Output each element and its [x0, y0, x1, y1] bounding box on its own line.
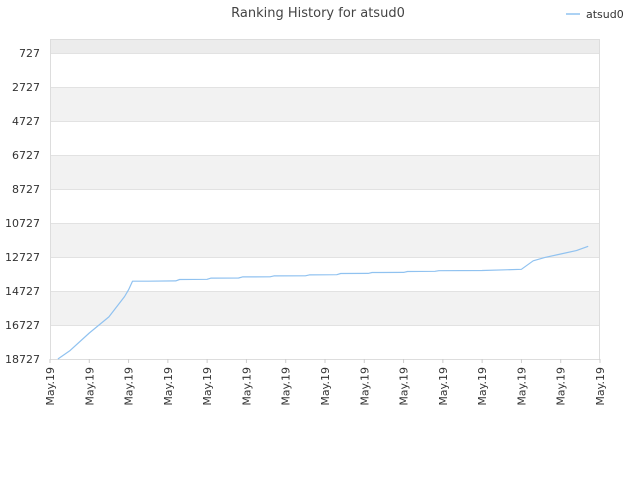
grid-band: [50, 291, 600, 325]
y-axis-ticks: 727 2727 4727 6727 8727 10727 12727 14727 16727 1…: [5, 47, 40, 366]
y-tick-label: 12727: [5, 251, 40, 264]
grid-bands: [50, 39, 600, 359]
series-layer: [57, 245, 589, 360]
x-tick-label: May.19: [83, 367, 96, 406]
legend-label: atsud0: [586, 8, 624, 21]
series-line-atsud0: [57, 245, 589, 360]
grid-band: [50, 257, 600, 291]
x-tick-label: May.19: [476, 367, 489, 406]
x-tick-label: May.19: [240, 367, 253, 406]
grid-band: [50, 39, 600, 53]
x-tick-label: May.19: [319, 367, 332, 406]
x-tick-label: May.19: [515, 367, 528, 406]
x-tick-label: May.19: [123, 367, 136, 406]
y-tick-label: 14727: [5, 285, 40, 298]
grid-band: [50, 121, 600, 155]
x-tick-label: May.19: [594, 367, 607, 406]
x-tick-label: May.19: [44, 367, 57, 406]
y-tick-label: 10727: [5, 217, 40, 230]
grid-band: [50, 189, 600, 223]
grid-band: [50, 87, 600, 121]
y-tick-label: 6727: [12, 149, 40, 162]
x-tick-label: May.19: [555, 367, 568, 406]
y-tick-label: 18727: [5, 353, 40, 366]
grid-band: [50, 223, 600, 257]
x-tick-label: May.19: [280, 367, 293, 406]
legend[interactable]: atsud0: [566, 8, 624, 21]
x-tick-label: May.19: [437, 367, 450, 406]
y-tick-label: 16727: [5, 319, 40, 332]
grid-band: [50, 325, 600, 359]
grid-band: [50, 53, 600, 87]
x-axis-ticks: May.19 May.19 May.19 May.19 May.19 May.19 May.…: [44, 359, 607, 406]
x-tick-label: May.19: [201, 367, 214, 406]
x-tick-label: May.19: [162, 367, 175, 406]
x-tick-label: May.19: [398, 367, 411, 406]
y-tick-label: 2727: [12, 81, 40, 94]
grid-band: [50, 155, 600, 189]
x-tick-label: May.19: [358, 367, 371, 406]
y-tick-label: 727: [19, 47, 40, 60]
y-tick-label: 4727: [12, 115, 40, 128]
y-tick-label: 8727: [12, 183, 40, 196]
chart-title: Ranking History for atsud0: [231, 6, 405, 21]
